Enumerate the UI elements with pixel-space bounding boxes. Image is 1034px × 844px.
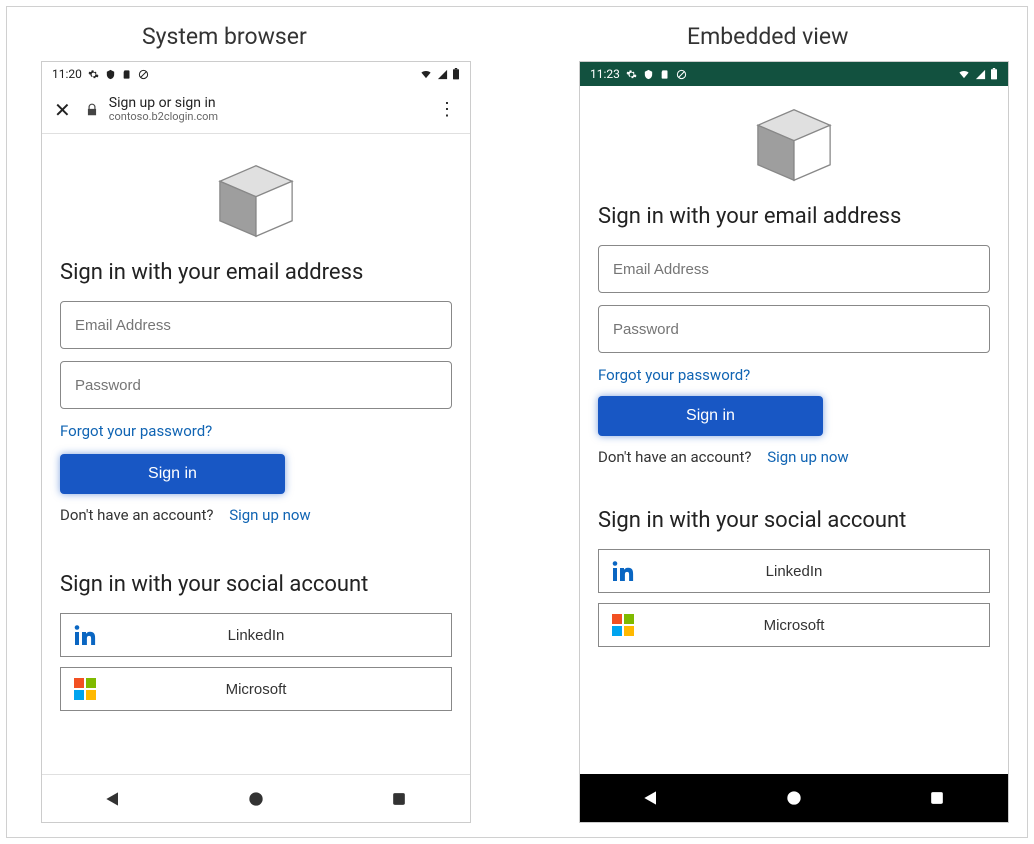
column-title-embedded-view: Embedded view xyxy=(687,23,848,50)
email-field[interactable] xyxy=(598,245,990,293)
nav-home-icon[interactable] xyxy=(246,789,266,809)
email-field[interactable] xyxy=(60,301,452,349)
android-nav-bar xyxy=(580,774,1008,822)
android-status-bar: 11:20 xyxy=(42,62,470,86)
gear-icon xyxy=(88,69,99,80)
comparison-frame: System browser Embedded view 11:20 xyxy=(6,6,1028,838)
logo-cube-icon xyxy=(60,146,452,260)
social-heading: Sign in with your social account xyxy=(60,572,452,597)
signup-link[interactable]: Sign up now xyxy=(229,506,311,524)
shield-icon xyxy=(643,69,654,80)
no-account-text: Don't have an account? xyxy=(60,506,213,524)
wifi-icon xyxy=(419,69,433,80)
status-time: 11:20 xyxy=(52,67,82,81)
social-button-microsoft[interactable]: Microsoft xyxy=(60,667,452,711)
page-title: Sign up or sign in xyxy=(109,96,422,111)
sd-icon xyxy=(660,69,670,80)
no-account-text: Don't have an account? xyxy=(598,448,751,466)
close-icon[interactable]: ✕ xyxy=(50,98,75,122)
more-menu-icon[interactable]: ⋮ xyxy=(432,99,462,120)
nav-recents-icon[interactable] xyxy=(927,788,947,808)
no-icon xyxy=(138,69,149,80)
social-label: Microsoft xyxy=(61,681,451,698)
android-status-bar: 11:23 xyxy=(580,62,1008,86)
nav-recents-icon[interactable] xyxy=(389,789,409,809)
logo-cube-icon xyxy=(598,90,990,204)
browser-address-bar: ✕ Sign up or sign in contoso.b2clogin.co… xyxy=(42,86,470,134)
password-field[interactable] xyxy=(598,305,990,353)
nav-home-icon[interactable] xyxy=(784,788,804,808)
status-time: 11:23 xyxy=(590,67,620,81)
sd-icon xyxy=(122,69,132,80)
battery-icon xyxy=(452,68,460,80)
social-label: LinkedIn xyxy=(61,627,451,644)
microsoft-icon xyxy=(611,613,635,637)
social-label: Microsoft xyxy=(599,617,989,634)
android-nav-bar xyxy=(42,774,470,822)
cell-icon xyxy=(437,69,448,80)
social-button-linkedin[interactable]: LinkedIn xyxy=(598,549,990,593)
column-title-system-browser: System browser xyxy=(142,23,307,50)
nav-back-icon[interactable] xyxy=(641,788,661,808)
signin-heading: Sign in with your email address xyxy=(60,260,452,285)
signin-content: Sign in with your email address Forgot y… xyxy=(580,86,1008,647)
wifi-icon xyxy=(957,69,971,80)
signin-button[interactable]: Sign in xyxy=(60,454,285,494)
linkedin-icon xyxy=(73,623,97,647)
password-field[interactable] xyxy=(60,361,452,409)
phone-system-browser: 11:20 xyxy=(41,61,471,823)
battery-icon xyxy=(990,68,998,80)
forgot-password-link[interactable]: Forgot your password? xyxy=(60,422,212,440)
social-heading: Sign in with your social account xyxy=(598,508,990,533)
lock-icon xyxy=(85,103,99,117)
social-button-microsoft[interactable]: Microsoft xyxy=(598,603,990,647)
signin-button[interactable]: Sign in xyxy=(598,396,823,436)
nav-back-icon[interactable] xyxy=(103,789,123,809)
no-icon xyxy=(676,69,687,80)
forgot-password-link[interactable]: Forgot your password? xyxy=(598,366,750,384)
microsoft-icon xyxy=(73,677,97,701)
phone-embedded-view: 11:23 xyxy=(579,61,1009,823)
shield-icon xyxy=(105,69,116,80)
linkedin-icon xyxy=(611,559,635,583)
social-button-linkedin[interactable]: LinkedIn xyxy=(60,613,452,657)
signin-content: Sign in with your email address Forgot y… xyxy=(42,134,470,711)
gear-icon xyxy=(626,69,637,80)
cell-icon xyxy=(975,69,986,80)
social-label: LinkedIn xyxy=(599,563,989,580)
signup-link[interactable]: Sign up now xyxy=(767,448,849,466)
signin-heading: Sign in with your email address xyxy=(598,204,990,229)
page-url: contoso.b2clogin.com xyxy=(109,111,422,123)
